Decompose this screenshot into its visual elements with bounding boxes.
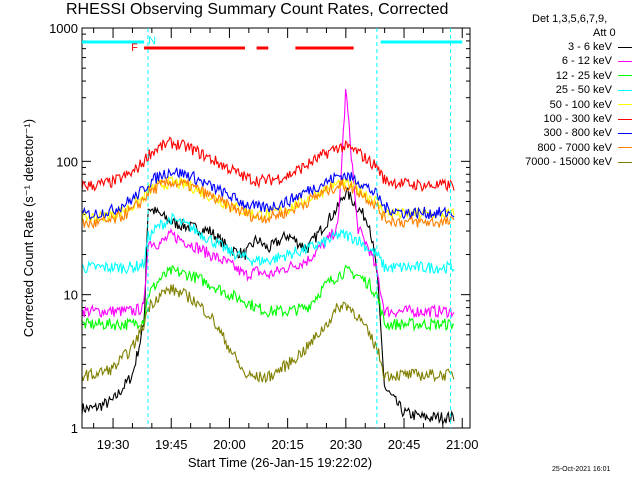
series-line xyxy=(82,284,455,384)
legend-swatch xyxy=(618,118,632,120)
y-axis-label: Corrected Count Rate (s⁻¹ detector⁻¹) xyxy=(21,119,36,337)
legend-entry: 800 - 7000 keV xyxy=(525,141,632,155)
legend-swatch xyxy=(618,61,632,63)
series-line xyxy=(82,89,455,319)
plot-frame xyxy=(81,27,471,429)
legend-entry: 12 - 25 keV xyxy=(525,69,632,83)
series-line xyxy=(82,177,455,230)
legend-label: 7000 - 15000 keV xyxy=(525,156,612,169)
series-line xyxy=(82,136,455,193)
x-tick-label: 20:45 xyxy=(388,437,421,452)
chart-title: RHESSI Observing Summary Count Rates, Co… xyxy=(66,1,449,18)
x-tick-label: 20:30 xyxy=(330,437,363,452)
legend-swatch xyxy=(618,89,632,91)
legend-swatch xyxy=(618,161,632,163)
y-tick-label: 1 xyxy=(71,421,78,436)
series-line xyxy=(82,167,455,222)
series-line xyxy=(82,264,455,332)
legend-label: 800 - 7000 keV xyxy=(537,141,612,154)
flare-label: F xyxy=(131,42,138,54)
series-line xyxy=(82,212,455,275)
x-tick-label: 21:00 xyxy=(446,437,479,452)
y-tick-label: 100 xyxy=(56,154,78,169)
legend-swatch xyxy=(618,46,632,48)
legend-entry: 7000 - 15000 keV xyxy=(525,155,632,169)
legend-label: 3 - 6 keV xyxy=(567,41,612,53)
legend-swatch xyxy=(618,133,632,135)
legend-label: 25 - 50 keV xyxy=(555,84,612,97)
legend-entry: 6 - 12 keV xyxy=(525,54,632,68)
y-tick-label: 1000 xyxy=(49,21,78,36)
legend-swatch xyxy=(618,75,632,77)
legend-swatch xyxy=(618,147,632,149)
legend-entry: 50 - 100 keV xyxy=(525,98,632,112)
x-axis-label: Start Time (26-Jan-15 19:22:02) xyxy=(188,455,372,470)
legend-entry: 100 - 300 keV xyxy=(525,112,632,126)
legend-entry: 3 - 6 keV xyxy=(525,40,632,54)
x-tick-label: 19:45 xyxy=(155,437,188,452)
y-tick-label: 10 xyxy=(64,288,78,303)
attenuator-info: Att 0 xyxy=(593,27,616,39)
x-tick-label: 20:15 xyxy=(271,437,304,452)
legend: 3 - 6 keV 6 - 12 keV 12 - 25 keV 25 - 50 ke… xyxy=(525,40,632,170)
legend-entry: 300 - 800 keV xyxy=(525,126,632,140)
night-label: N xyxy=(148,35,156,47)
legend-label: 50 - 100 keV xyxy=(549,98,612,111)
x-tick-label: 19:30 xyxy=(97,437,130,452)
legend-label: 300 - 800 keV xyxy=(543,127,613,140)
legend-label: 6 - 12 keV xyxy=(561,55,612,68)
legend-label: 100 - 300 keV xyxy=(543,112,613,125)
legend-swatch xyxy=(618,104,632,106)
detector-info: Det 1,3,5,6,7,9, xyxy=(532,13,608,25)
legend-label: 12 - 25 keV xyxy=(555,69,612,82)
x-tick-label: 20:00 xyxy=(213,437,246,452)
legend-entry: 25 - 50 keV xyxy=(525,83,632,97)
timestamp: 25-Oct-2021 16:01 xyxy=(552,466,611,473)
